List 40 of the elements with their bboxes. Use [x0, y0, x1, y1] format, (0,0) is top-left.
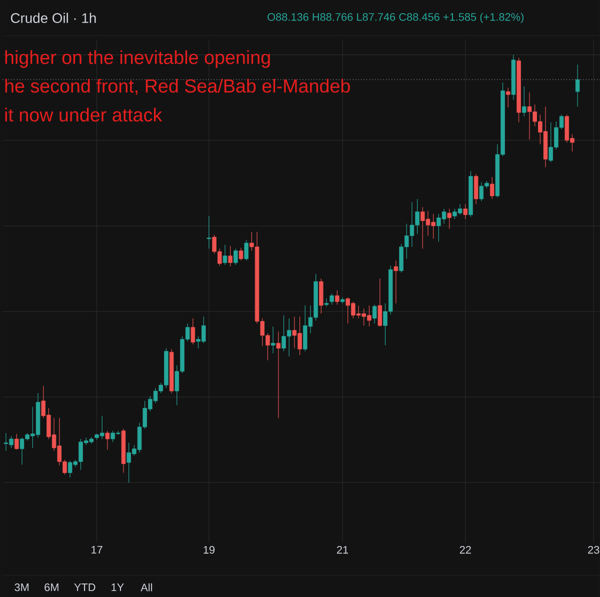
text: 6M [44, 583, 58, 592]
chart-title: Crude Oil · 1h [10, 12, 96, 23]
candlestick [324, 298, 329, 307]
candlestick [276, 331, 281, 418]
text: 1Y [112, 583, 124, 591]
candlestick [238, 247, 244, 261]
candlestick [447, 208, 452, 230]
candlestick [222, 244, 228, 266]
text: All [140, 583, 152, 592]
x-tick-label: 22 [460, 546, 471, 554]
candlestick [319, 278, 324, 314]
annotation: higher on the inevitable opening [5, 50, 270, 68]
candlestick [463, 204, 468, 220]
candlestick [228, 246, 232, 267]
candlestick [490, 176, 494, 200]
candlestick [474, 174, 478, 204]
candlestick [234, 248, 238, 266]
annotation: it now under attack [5, 108, 162, 122]
candlestick [190, 318, 196, 345]
text: YTD [74, 583, 96, 591]
candlestick [244, 240, 248, 261]
text: 3M [14, 583, 28, 592]
candlestick [394, 260, 398, 304]
candlestick [506, 87, 510, 108]
candlestick [378, 278, 382, 327]
x-tick-label: 21 [336, 546, 348, 554]
candlestick [105, 430, 110, 450]
x-tick-label: 23 [588, 546, 600, 554]
x-tick-label: 17 [92, 546, 102, 554]
candlestick [206, 216, 212, 249]
candlestick [335, 290, 340, 305]
candlestick [330, 293, 334, 305]
candlestick [372, 304, 377, 324]
annotation: he second front, Red Sea/Bab el-Mandeb [5, 78, 350, 95]
candlestick [14, 433, 19, 450]
candlestick [575, 64, 580, 107]
x-tick-label: 19 [204, 546, 215, 554]
chart-subtitle: O88.136 H88.766 L87.746 C88.456 +1.585 (+1.82%) [268, 12, 524, 23]
candlestick [270, 326, 276, 354]
candlestick [522, 86, 526, 117]
